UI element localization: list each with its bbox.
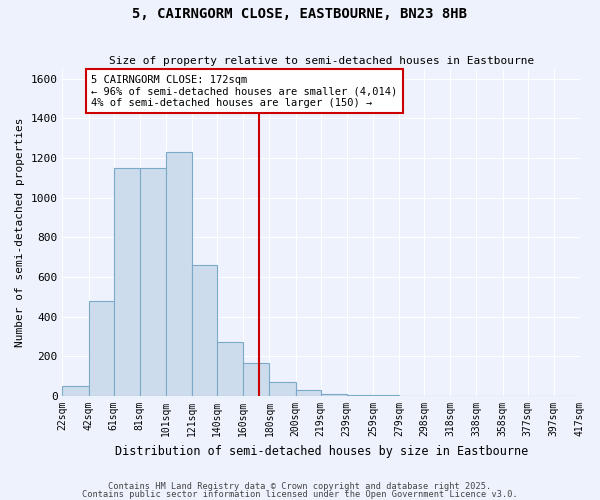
Bar	[296, 390, 320, 396]
Bar	[243, 364, 269, 396]
Text: 5, CAIRNGORM CLOSE, EASTBOURNE, BN23 8HB: 5, CAIRNGORM CLOSE, EASTBOURNE, BN23 8HB	[133, 8, 467, 22]
Text: 5 CAIRNGORM CLOSE: 172sqm
← 96% of semi-detached houses are smaller (4,014)
4% o: 5 CAIRNGORM CLOSE: 172sqm ← 96% of semi-…	[91, 74, 397, 108]
Bar	[166, 152, 192, 396]
Bar	[269, 382, 296, 396]
Bar	[347, 395, 373, 396]
Text: Contains HM Land Registry data © Crown copyright and database right 2025.: Contains HM Land Registry data © Crown c…	[109, 482, 491, 491]
Bar	[217, 342, 243, 396]
Text: Contains public sector information licensed under the Open Government Licence v3: Contains public sector information licen…	[82, 490, 518, 499]
Title: Size of property relative to semi-detached houses in Eastbourne: Size of property relative to semi-detach…	[109, 56, 534, 66]
Bar	[113, 168, 140, 396]
Bar	[140, 168, 166, 396]
X-axis label: Distribution of semi-detached houses by size in Eastbourne: Distribution of semi-detached houses by …	[115, 444, 528, 458]
Bar	[89, 301, 113, 396]
Bar	[192, 265, 217, 396]
Bar	[320, 394, 347, 396]
Bar	[62, 386, 89, 396]
Y-axis label: Number of semi-detached properties: Number of semi-detached properties	[15, 118, 25, 347]
